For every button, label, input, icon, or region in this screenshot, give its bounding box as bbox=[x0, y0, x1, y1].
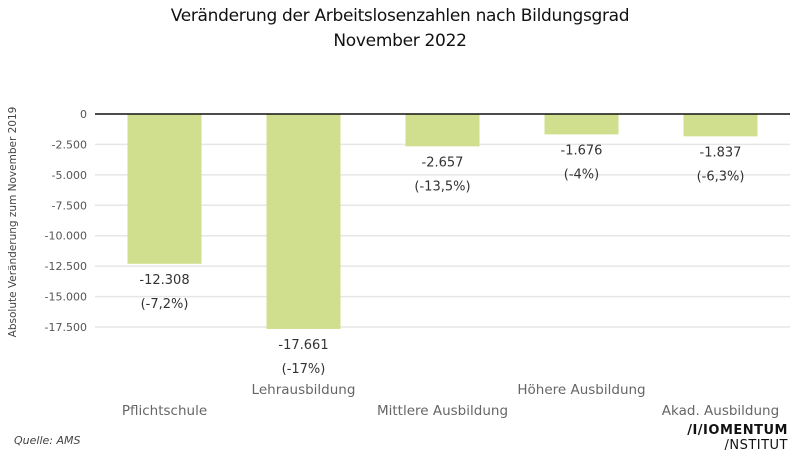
value-label: -12.308 bbox=[139, 273, 189, 288]
y-tick-label: -5.000 bbox=[52, 169, 87, 182]
bar bbox=[266, 114, 341, 329]
x-category-label: Pflichtschule bbox=[122, 403, 207, 419]
bar bbox=[683, 114, 758, 137]
y-tick-label: -7.500 bbox=[52, 199, 87, 212]
value-label: -1.676 bbox=[561, 143, 603, 158]
percent-label: (-7,2%) bbox=[141, 297, 189, 312]
chart-title: Veränderung der Arbeitslosenzahlen nach … bbox=[170, 6, 630, 26]
bar bbox=[127, 114, 202, 264]
value-label: -2.657 bbox=[422, 155, 464, 170]
y-tick-label: 0 bbox=[80, 108, 87, 121]
source-note: Quelle: AMS bbox=[14, 434, 81, 447]
momentum-logo: /I/IOMENTUM /NSTITUT bbox=[687, 423, 788, 453]
logo-line-1: /I/IOMENTUM bbox=[687, 423, 788, 438]
y-tick-label: -2.500 bbox=[52, 138, 87, 151]
y-tick-label: -17.500 bbox=[45, 321, 87, 334]
x-category-label: Mittlere Ausbildung bbox=[377, 403, 508, 419]
value-label: -17.661 bbox=[278, 338, 328, 353]
bar bbox=[544, 114, 619, 135]
percent-label: (-17%) bbox=[282, 362, 326, 377]
y-tick-label: -10.000 bbox=[45, 230, 87, 243]
x-category-label: Höhere Ausbildung bbox=[517, 382, 645, 398]
bar bbox=[405, 114, 480, 147]
percent-label: (-6,3%) bbox=[697, 169, 745, 184]
y-tick-label: -15.000 bbox=[45, 291, 87, 304]
y-tick-label: -12.500 bbox=[45, 260, 87, 273]
percent-label: (-13,5%) bbox=[414, 179, 470, 194]
y-axis-label: Absolute Veränderung zum November 2019 bbox=[7, 107, 19, 338]
chart-subtitle: November 2022 bbox=[333, 31, 467, 51]
x-category-label: Lehrausbildung bbox=[252, 382, 356, 398]
value-label: -1.837 bbox=[700, 145, 742, 160]
x-category-label: Akad. Ausbildung bbox=[662, 403, 779, 419]
logo-line-2: /NSTITUT bbox=[724, 438, 788, 453]
percent-label: (-4%) bbox=[564, 167, 599, 182]
